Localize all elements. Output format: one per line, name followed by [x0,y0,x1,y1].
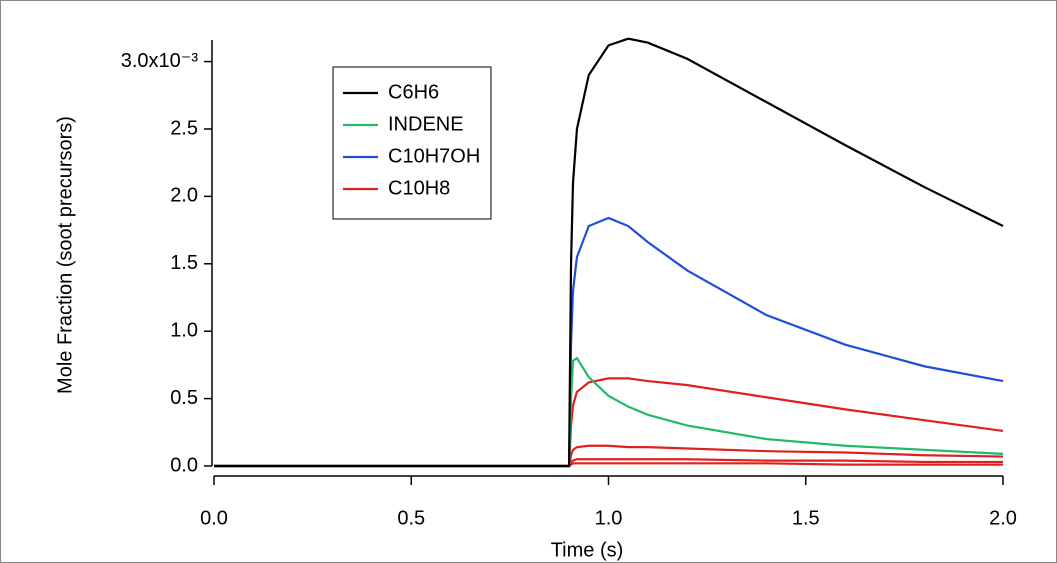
legend-label: INDENE [388,113,464,135]
y-tick-label: 3.0x10⁻³ [121,50,199,72]
y-tick-label: 2.0 [170,185,198,207]
y-tick-label: 1.5 [170,252,198,274]
x-axis-label: Time (s) [551,539,624,561]
series-line [214,462,1003,468]
y-tick-label: 0.5 [170,387,198,409]
series-line [214,444,1004,468]
legend-label: C6H6 [388,81,439,103]
y-tick-label: 1.0 [170,319,198,341]
legend-label: C10H7OH [388,145,480,167]
series-line [214,37,1004,468]
y-tick-label: 2.5 [170,117,198,139]
x-tick-label: 0.5 [397,507,425,529]
y-tick-label: 0.0 [170,454,198,476]
x-tick-label: 1.5 [792,507,820,529]
x-tick-label: 1.0 [595,507,623,529]
y-axis-label: Mole Fraction (soot precursors) [54,116,76,394]
series-line [214,458,1003,468]
x-tick-label: 2.0 [989,507,1017,529]
legend-label: C10H8 [388,177,450,199]
x-tick-label: 0.0 [200,507,228,529]
series-line [214,356,1004,468]
